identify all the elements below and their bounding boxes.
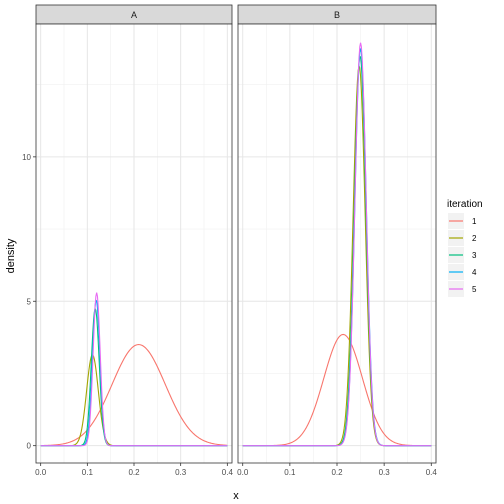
y-axis: 0 5 10 — [22, 153, 36, 451]
facet-panel-b: B — [237, 4, 437, 464]
legend-label: 1 — [472, 217, 477, 226]
x-tick-label: 0.1 — [284, 468, 296, 477]
legend-label: 4 — [472, 268, 477, 277]
x-axis-label: x — [233, 490, 239, 502]
x-tick-label: 0.3 — [175, 468, 187, 477]
x-tick-label: 0.0 — [237, 468, 249, 477]
x-tick-label: 0.4 — [426, 468, 438, 477]
legend-label: 3 — [472, 251, 477, 260]
facet-strip-label: B — [334, 10, 340, 20]
legend: iteration 1 2 3 4 5 — [447, 199, 483, 297]
x-tick-label: 0.2 — [128, 468, 140, 477]
x-tick-label: 0.2 — [331, 468, 343, 477]
density-line-iteration-1 — [40, 344, 228, 447]
density-line-iteration-5 — [40, 292, 228, 447]
legend-label: 2 — [472, 234, 477, 243]
x-tick-label: 0.1 — [82, 468, 94, 477]
x-axis: 0.0 0.1 0.2 0.3 0.4 0.0 0.1 0.2 0.3 0.4 — [35, 463, 437, 477]
x-tick-label: 0.0 — [35, 468, 47, 477]
y-tick-label: 0 — [27, 442, 32, 451]
facet-strip-label: A — [131, 10, 137, 20]
y-tick-label: 5 — [27, 297, 32, 306]
legend-title: iteration — [447, 199, 483, 210]
x-tick-label: 0.3 — [379, 468, 391, 477]
x-tick-label: 0.4 — [222, 468, 234, 477]
facet-panel-a: A — [35, 4, 233, 464]
legend-label: 5 — [472, 285, 477, 294]
y-tick-label: 10 — [22, 153, 31, 162]
y-axis-label: density — [5, 238, 17, 273]
density-line-iteration-5 — [242, 42, 432, 447]
